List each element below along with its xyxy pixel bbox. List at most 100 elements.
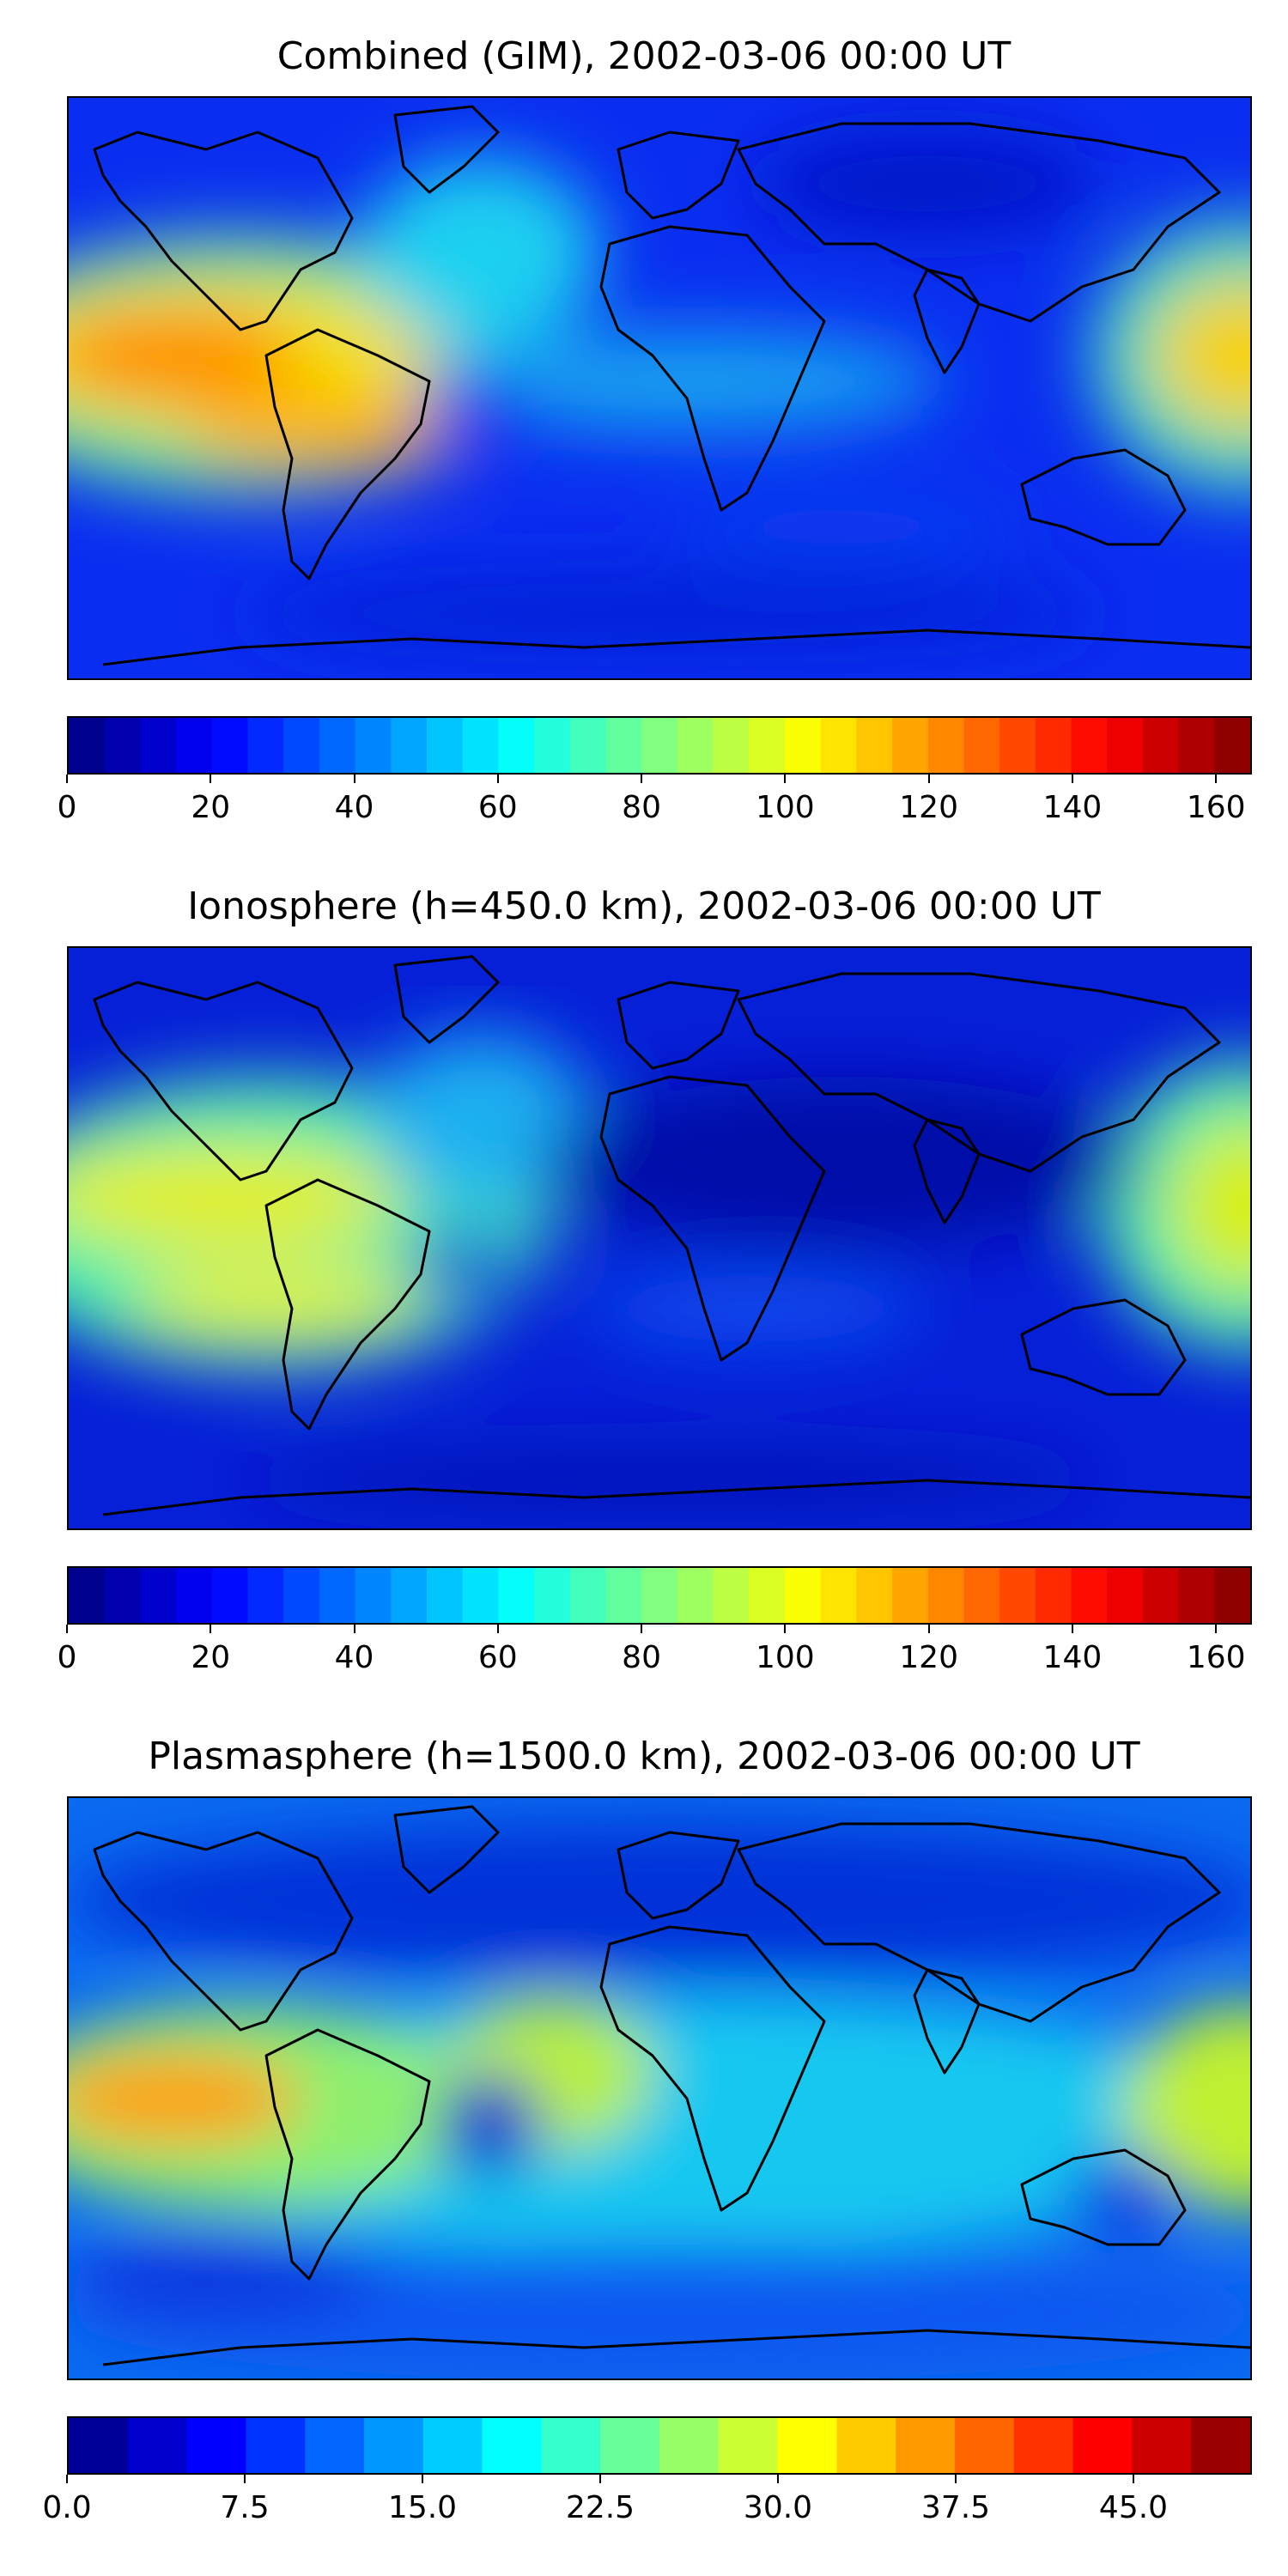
colorbar-segment — [820, 1568, 858, 1623]
colorbar-tick — [353, 775, 355, 783]
colorbar-segment — [955, 2418, 1015, 2473]
colorbar-segment — [426, 718, 464, 773]
colorbar-tick-label: 120 — [899, 790, 958, 825]
colorbar-segment — [1191, 2418, 1250, 2473]
colorbar-tick — [244, 2475, 246, 2483]
colorbar-segment — [176, 718, 213, 773]
panel-3-colorbar-ticks: 0.0 7.5 15.0 22.5 30.0 37.5 45.0 — [42, 2475, 1252, 2526]
colorbar-segment — [999, 718, 1036, 773]
colorbar-segment — [69, 718, 106, 773]
panel-2-colorbar-ticks: 0 20 40 60 80 100 120 140 160 — [58, 1625, 1252, 1676]
colorbar-segment — [534, 1568, 571, 1623]
colorbar-tick — [422, 2475, 423, 2483]
colorbar-segment — [69, 2418, 129, 2473]
colorbar-tick — [777, 2475, 779, 2483]
colorbar-tick — [353, 1625, 355, 1633]
colorbar-segment — [305, 2418, 365, 2473]
colorbar-tick — [1215, 775, 1218, 783]
colorbar-tick — [927, 1625, 930, 1633]
colorbar-segment — [963, 718, 1000, 773]
panel-1-map — [67, 96, 1252, 680]
colorbar-segment — [247, 718, 284, 773]
colorbar-segment — [820, 718, 858, 773]
colorbar-tick-label: 160 — [1186, 1640, 1246, 1675]
colorbar-tick-label: 60 — [477, 790, 518, 825]
colorbar-tick-label: 100 — [756, 1640, 815, 1675]
colorbar-tick — [927, 775, 930, 783]
colorbar-segment — [1035, 718, 1072, 773]
colorbar-segment — [176, 1568, 213, 1623]
colorbar-segment — [784, 718, 822, 773]
colorbar-segment — [104, 718, 142, 773]
colorbar-segment — [391, 1568, 428, 1623]
colorbar-tick — [210, 775, 212, 783]
colorbar-segment — [1214, 718, 1250, 773]
colorbar-tick — [210, 1625, 212, 1633]
colorbar-segment — [1178, 718, 1216, 773]
colorbar-segment — [140, 1568, 177, 1623]
colorbar-segment — [892, 718, 929, 773]
colorbar-segment — [462, 1568, 500, 1623]
colorbar-tick-label: 140 — [1042, 1640, 1103, 1675]
colorbar-tick — [66, 775, 68, 783]
colorbar-tick-label: 0 — [57, 790, 77, 825]
colorbar-segment — [777, 2418, 838, 2473]
colorbar-tick — [496, 775, 499, 783]
colorbar-tick-label: 37.5 — [920, 2490, 991, 2525]
colorbar-segment — [482, 2418, 543, 2473]
colorbar-segment — [422, 2418, 483, 2473]
colorbar-segment — [1013, 2418, 1074, 2473]
colorbar-tick-label: 140 — [1042, 790, 1103, 825]
colorbar-tick — [1071, 1625, 1073, 1633]
colorbar-segment — [569, 1568, 607, 1623]
panel-2-colorbar — [67, 1566, 1252, 1625]
colorbar-tick — [66, 1625, 68, 1633]
colorbar-segment — [104, 1568, 142, 1623]
colorbar-tick-label: 80 — [622, 1640, 661, 1675]
colorbar-tick — [1071, 775, 1073, 783]
colorbar-segment — [896, 2418, 956, 2473]
colorbar-segment — [319, 718, 356, 773]
colorbar-tick-label: 60 — [477, 1640, 518, 1675]
colorbar-segment — [784, 1568, 822, 1623]
colorbar-tick-label: 22.5 — [565, 2490, 635, 2525]
colorbar-tick — [66, 2475, 68, 2483]
colorbar-segment — [999, 1568, 1036, 1623]
colorbar-tick-label: 160 — [1186, 790, 1246, 825]
colorbar-segment — [1107, 1568, 1144, 1623]
colorbar-segment — [927, 1568, 965, 1623]
colorbar-segment — [246, 2418, 306, 2473]
colorbar-segment — [534, 718, 571, 773]
colorbar-segment — [1132, 2418, 1192, 2473]
colorbar-tick-label: 7.5 — [220, 2490, 270, 2525]
colorbar-segment — [1142, 718, 1180, 773]
colorbar-tick — [1133, 2475, 1134, 2483]
panel-3-title: Plasmasphere (h=1500.0 km), 2002-03-06 0… — [148, 1735, 1140, 1778]
colorbar-tick — [784, 775, 787, 783]
panel-2-map — [67, 946, 1252, 1530]
colorbar-segment — [927, 718, 965, 773]
panel-2-title: Ionosphere (h=450.0 km), 2002-03-06 00:0… — [187, 884, 1101, 928]
panel-1-colorbar-ticks: 0 20 40 60 80 100 120 140 160 — [58, 775, 1252, 826]
colorbar-segment — [963, 1568, 1000, 1623]
colorbar-segment — [391, 718, 428, 773]
colorbar-segment — [641, 718, 678, 773]
colorbar-segment — [605, 718, 642, 773]
colorbar-segment — [677, 718, 714, 773]
colorbar-tick — [641, 775, 643, 783]
colorbar-segment — [355, 1568, 392, 1623]
colorbar-segment — [211, 1568, 249, 1623]
colorbar-segment — [211, 718, 249, 773]
colorbar-tick — [1215, 1625, 1218, 1633]
colorbar-segment — [677, 1568, 714, 1623]
colorbar-segment — [856, 718, 893, 773]
colorbar-segment — [600, 2418, 660, 2473]
colorbar-tick — [496, 1625, 499, 1633]
colorbar-segment — [659, 2418, 720, 2473]
colorbar-segment — [718, 2418, 779, 2473]
colorbar-segment — [247, 1568, 284, 1623]
colorbar-segment — [1178, 1568, 1216, 1623]
colorbar-segment — [1071, 718, 1109, 773]
colorbar-segment — [749, 1568, 786, 1623]
colorbar-tick — [599, 2475, 601, 2483]
